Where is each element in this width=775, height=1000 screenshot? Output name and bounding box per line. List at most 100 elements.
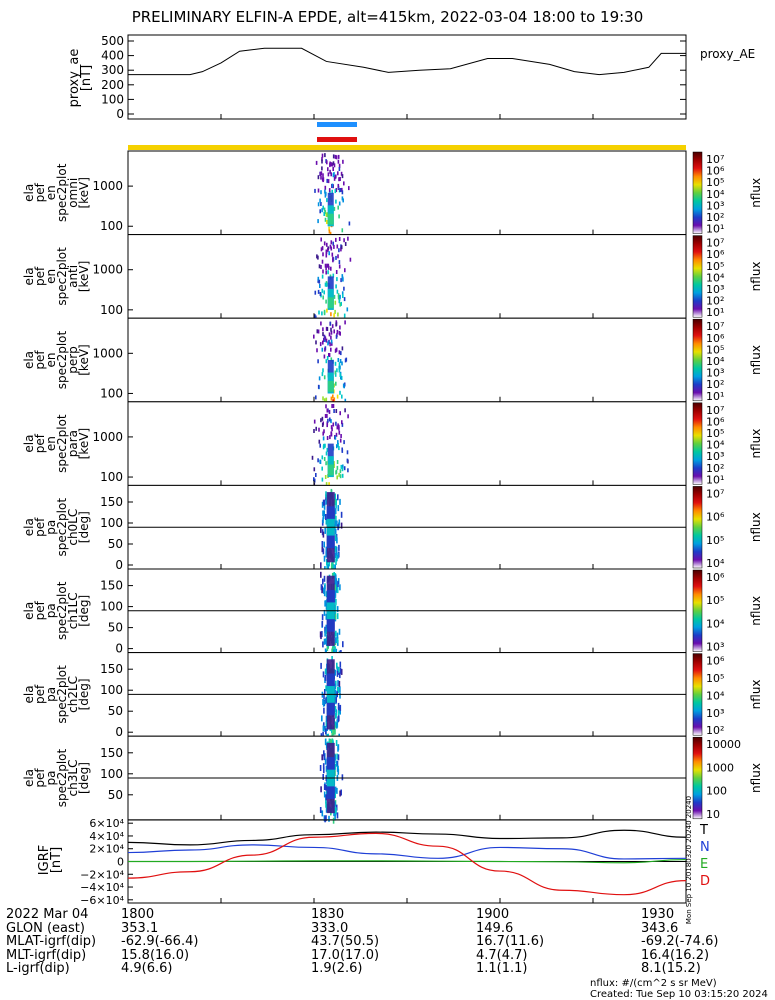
spectral-pixel <box>333 313 335 318</box>
panel-frame <box>127 150 687 236</box>
spectral-pixel <box>336 329 339 334</box>
spectral-pixel <box>322 531 325 538</box>
spectral-pixel <box>328 339 330 344</box>
spectral-pixel <box>335 545 337 552</box>
spectral-pixel <box>338 167 341 171</box>
spectral-pixel <box>320 321 322 326</box>
spectral-pixel <box>324 630 326 637</box>
spectral-pixel <box>322 340 324 345</box>
spectral-pixel <box>341 291 344 296</box>
proxy-ylabel: proxy_ae <box>67 49 82 108</box>
orbit-info-value: 353.1 <box>121 920 159 936</box>
colorbar-tick-label: 10⁶ <box>706 248 725 261</box>
panel-ytick-label: 100 <box>100 303 123 317</box>
spectral-pixel <box>341 394 343 399</box>
spectral-pixel <box>334 613 337 620</box>
spectral-pixel <box>336 666 339 673</box>
spectral-pixel <box>339 390 341 395</box>
spectral-pixel <box>338 368 341 373</box>
spectral-pixel <box>320 190 322 195</box>
spectral-pixel <box>334 721 337 728</box>
spectral-pixel <box>335 334 338 339</box>
spectral-pixel <box>328 332 331 337</box>
spectral-pixel <box>331 183 334 188</box>
colorbar-tick-label: 10² <box>706 724 724 737</box>
spectral-pixel <box>338 201 341 206</box>
igrf-ylabel: IGRF <box>37 845 52 875</box>
spectral-pixel <box>335 551 338 558</box>
spectral-pixel <box>339 365 341 370</box>
spectral-pixel <box>343 466 346 471</box>
spectral-pixel <box>330 246 333 251</box>
spectral-pixel <box>339 584 341 591</box>
spectrogram-panel-0: 1000100elapefenspec2plotomni[keV]10⁷10⁶1… <box>22 150 763 236</box>
spectral-pixel <box>335 580 338 587</box>
spectral-pixel <box>327 270 329 275</box>
spectral-pixel <box>337 293 340 298</box>
panel-ylabel: spec2plot <box>55 163 69 222</box>
spectral-pixel <box>336 520 338 527</box>
spectral-pixel <box>339 411 341 416</box>
spectral-pixel <box>332 729 335 736</box>
spectral-pixel <box>325 514 327 520</box>
spectral-pixel <box>321 715 323 722</box>
spectral-pixel <box>326 198 328 203</box>
spectral-pixel <box>337 494 339 501</box>
spectral-pixel <box>341 228 344 233</box>
spectral-pixel <box>321 177 324 182</box>
spectral-pixel <box>338 260 341 265</box>
spectral-pixel <box>329 169 331 174</box>
panel-ylabel: pa <box>44 687 58 702</box>
spectral-pixel <box>339 686 341 693</box>
spectral-pixel <box>338 430 341 435</box>
orbit-info-value: 149.6 <box>476 920 514 936</box>
spectral-core <box>327 213 334 225</box>
spectral-pixel <box>335 155 338 160</box>
colorbar <box>692 318 703 402</box>
spectral-pixel <box>335 188 338 192</box>
spectral-pixel <box>340 434 342 438</box>
panel-ytick-label: 150 <box>100 662 123 676</box>
spectral-pixel <box>328 251 330 256</box>
spectral-pixel <box>336 719 338 726</box>
spectral-pixel <box>334 552 337 559</box>
spectral-pixel <box>344 320 346 325</box>
spectral-pixel <box>337 666 340 673</box>
spectral-pixel <box>330 327 332 332</box>
spectral-pixel <box>324 189 326 194</box>
spectral-pixel <box>344 408 346 413</box>
colorbar-tick-label: 10⁶ <box>706 511 725 524</box>
igrf-series-N <box>127 844 687 860</box>
spectral-pixel <box>330 425 333 430</box>
spectral-pixel <box>325 451 328 456</box>
spectral-pixel <box>341 447 343 452</box>
spectral-pixel <box>332 161 335 166</box>
spectral-pixel <box>335 807 337 814</box>
spectral-pixel <box>324 336 327 341</box>
spectral-pixel <box>336 637 339 644</box>
spectral-pixel <box>314 290 317 295</box>
spectral-pixel <box>336 632 339 639</box>
spectral-pixel <box>337 702 340 709</box>
spectral-pixel <box>334 499 336 506</box>
panel-ylabel: pef <box>33 182 47 202</box>
spectral-pixel <box>318 279 321 284</box>
panel-ytick-label: 100 <box>100 386 123 400</box>
spectral-pixel <box>338 214 340 219</box>
panel-ylabel: ch0LC <box>66 509 80 546</box>
colorbar-tick-label: 10² <box>706 211 724 224</box>
spectral-pixel <box>338 299 341 304</box>
colorbar-tick-label: 10⁷ <box>706 487 724 500</box>
colorbar-tick-label: 10³ <box>706 641 724 654</box>
spectral-pixel <box>335 432 338 437</box>
spectral-pixel <box>334 706 337 712</box>
spectral-pixel <box>334 646 336 653</box>
spectral-pixel <box>345 357 348 362</box>
igrf-legend-D: D <box>700 874 710 889</box>
spectral-core <box>327 297 334 309</box>
spectral-pixel <box>318 439 321 444</box>
proxy-ytick-label: 200 <box>101 78 124 92</box>
spectral-pixel <box>326 178 328 183</box>
panel-ylabel: ch1LC <box>66 592 80 629</box>
